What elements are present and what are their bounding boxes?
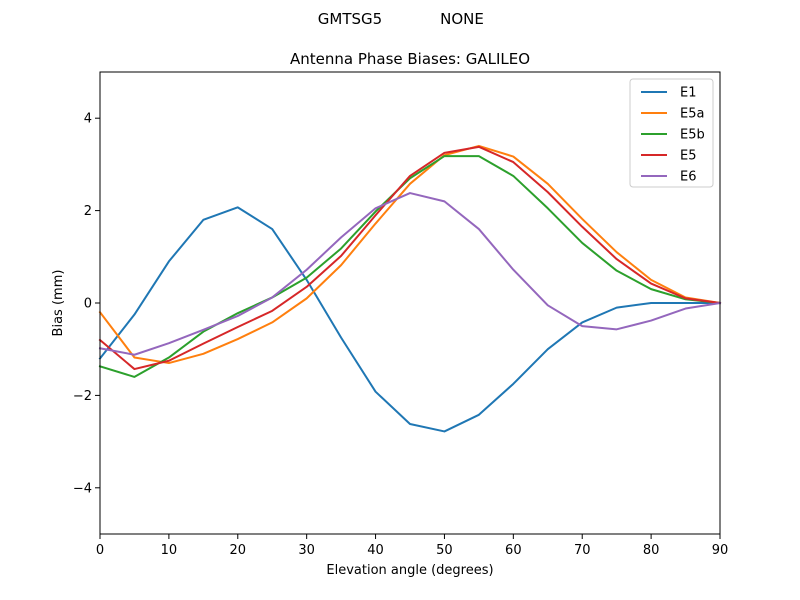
x-tick-label: 20 xyxy=(230,543,247,558)
chart-title: Antenna Phase Biases: GALILEO xyxy=(290,50,530,68)
y-tick-label: 0 xyxy=(84,297,92,312)
suptitle-right: NONE xyxy=(440,10,484,28)
series-line-e6 xyxy=(98,192,722,356)
y-tick-label: 2 xyxy=(84,204,92,219)
legend-frame xyxy=(629,78,714,188)
series-line-e5b xyxy=(98,155,722,378)
legend-label-e5a: E5a xyxy=(680,107,704,122)
legend-label-e1: E1 xyxy=(680,86,697,101)
series-layer xyxy=(98,144,722,433)
x-tick-label: 0 xyxy=(96,543,104,558)
suptitle: GMTSG5 NONE xyxy=(318,10,484,28)
legend-label-e5: E5 xyxy=(680,149,697,164)
y-tick-label: −4 xyxy=(73,481,92,496)
series-line-e5a xyxy=(98,144,722,365)
y-tick-label: 4 xyxy=(84,112,92,127)
y-axis-label: Bias (mm) xyxy=(51,270,66,337)
legend-label-e5b: E5b xyxy=(680,128,705,143)
y-axis-ticks: −4 −2 0 2 4 xyxy=(73,112,100,496)
x-axis-ticks: 0 10 20 30 40 50 60 70 80 90 xyxy=(96,534,728,558)
x-tick-label: 50 xyxy=(436,543,453,558)
legend-items: E1 E5a E5b E5 E6 xyxy=(641,86,705,185)
series-line-e5 xyxy=(98,145,722,371)
x-tick-label: 30 xyxy=(298,543,315,558)
x-tick-label: 70 xyxy=(574,543,591,558)
suptitle-left: GMTSG5 xyxy=(318,10,382,28)
plot-frame xyxy=(99,71,721,535)
legend-label-e6: E6 xyxy=(680,170,697,185)
legend: E1 E5a E5b E5 E6 xyxy=(629,78,714,188)
x-tick-label: 40 xyxy=(367,543,384,558)
x-tick-label: 60 xyxy=(505,543,522,558)
y-tick-label: −2 xyxy=(73,389,92,404)
x-tick-label: 10 xyxy=(161,543,178,558)
x-tick-label: 80 xyxy=(643,543,660,558)
series-line-e1 xyxy=(98,206,721,433)
x-tick-label: 90 xyxy=(712,543,729,558)
x-axis-label: Elevation angle (degrees) xyxy=(326,563,493,578)
